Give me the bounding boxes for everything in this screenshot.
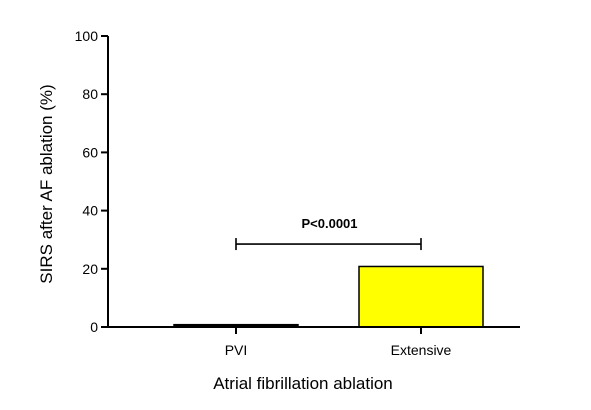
x-axis-title: Atrial fibrillation ablation (213, 374, 393, 393)
x-tick-label: PVI (225, 342, 248, 358)
p-value-label: P<0.0001 (301, 216, 357, 231)
y-tick-label: 60 (82, 144, 98, 160)
y-tick-label: 80 (82, 86, 98, 102)
x-axis-ticks: PVI Extensive (225, 327, 452, 358)
x-tick-label: Extensive (391, 342, 452, 358)
y-tick-label: 20 (82, 261, 98, 277)
bars-layer (173, 265, 484, 328)
y-tick-label: 100 (75, 28, 99, 44)
y-axis-ticks: 0 20 40 60 80 100 (75, 28, 108, 335)
y-axis-title: SIRS after AF ablation (%) (37, 84, 56, 283)
axes (107, 36, 520, 328)
bar-extensive (358, 265, 484, 328)
y-tick-label: 0 (90, 319, 98, 335)
significance-bracket: P<0.0001 (235, 216, 422, 251)
y-tick-label: 40 (82, 203, 98, 219)
